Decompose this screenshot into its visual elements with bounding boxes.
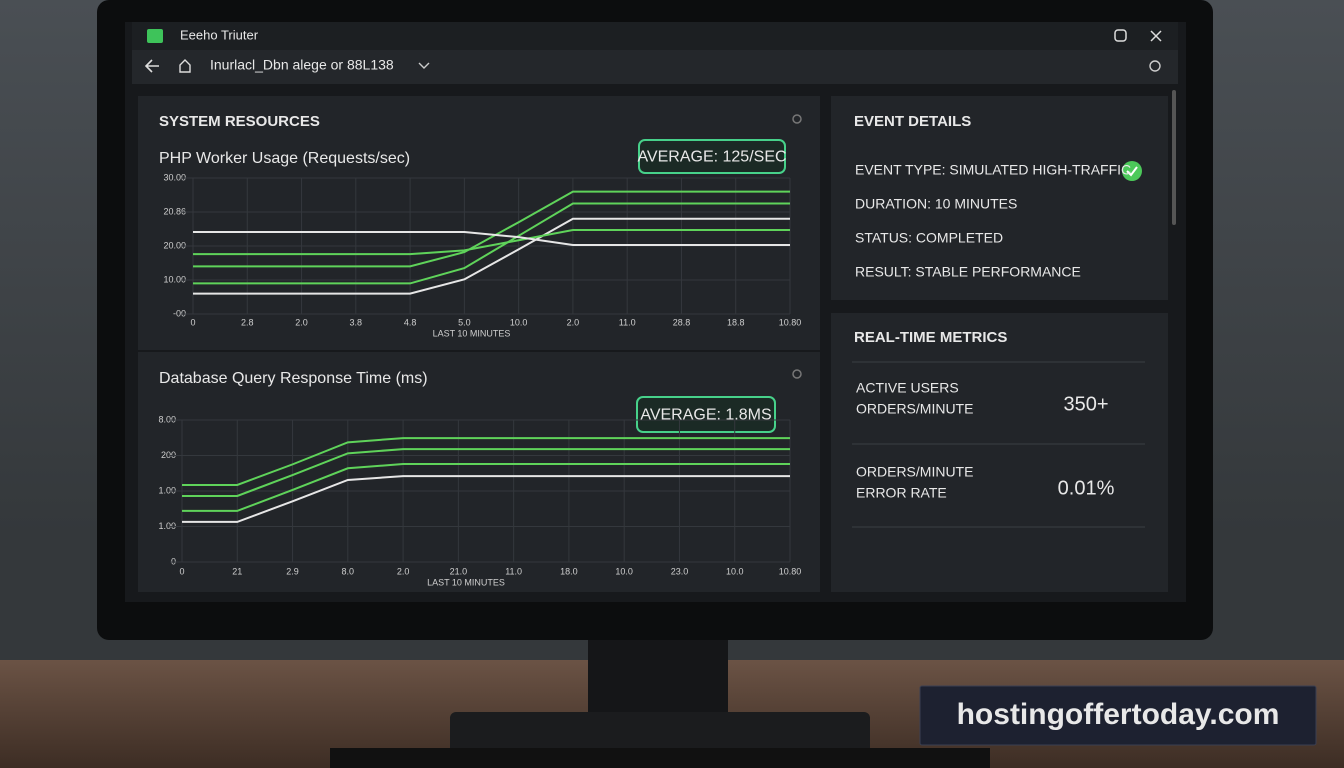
watermark-box (919, 685, 1317, 746)
scrollbar[interactable] (1172, 90, 1176, 225)
x-tick-label: 10.0 (510, 317, 528, 327)
x-tick-label: 5.0 (458, 317, 471, 327)
metric-label: ERROR RATE (856, 485, 947, 501)
series-line (193, 202, 790, 285)
metric-label: ORDERS/MINUTE (856, 401, 973, 417)
average-badge (638, 139, 786, 174)
address-dropdown[interactable] (418, 62, 430, 69)
panel-metrics (831, 313, 1168, 592)
y-tick-label: 200 (161, 450, 176, 460)
x-tick-label: 2.9 (286, 566, 299, 576)
metric-label: ORDERS/MINUTE (856, 464, 973, 480)
watermark: hostingoffertoday.com (957, 698, 1280, 731)
x-tick-label: 23.0 (671, 566, 689, 576)
metric-value: 350+ (1063, 393, 1108, 415)
series-line (193, 231, 790, 246)
back-button[interactable] (144, 59, 159, 73)
y-tick-label: 1.00 (158, 485, 176, 495)
x-tick-label: 21.0 (450, 566, 468, 576)
x-tick-label: 4.8 (404, 317, 417, 327)
series-line (182, 475, 790, 523)
x-tick-label: 10.0 (726, 566, 744, 576)
x-tick-label: 2.0 (397, 566, 410, 576)
x-tick-label: 2.0 (295, 317, 308, 327)
panel-database (138, 352, 820, 592)
home-button[interactable] (179, 59, 191, 73)
panel-title: SYSTEM RESOURCES (159, 113, 320, 130)
x-axis-label: LAST 10 MINUTES (427, 577, 505, 587)
app-icon (147, 29, 163, 43)
close-button[interactable] (1150, 30, 1162, 42)
x-tick-label: 18.8 (727, 317, 745, 327)
address-bar (132, 50, 1178, 84)
y-tick-label: 20.00 (163, 240, 186, 250)
series-line (193, 229, 790, 256)
x-tick-label: 18.0 (560, 566, 578, 576)
x-tick-label: 2.8 (241, 317, 254, 327)
x-tick-label: 0 (190, 317, 195, 327)
x-tick-label: 28.8 (673, 317, 691, 327)
x-tick-label: 11.0 (505, 566, 522, 576)
settings-icon[interactable] (1149, 60, 1161, 72)
x-tick-label: 10.0 (615, 566, 633, 576)
y-tick-label: 30.00 (163, 172, 186, 182)
y-tick-label: 0 (171, 556, 176, 566)
x-tick-label: 11.0 (619, 317, 636, 327)
series-line (193, 217, 790, 295)
x-tick-label: 10.80 (779, 566, 802, 576)
event-item: EVENT TYPE: SIMULATED HIGH-TRAFFIC (855, 162, 1131, 178)
series-line (182, 448, 790, 497)
y-tick-label: 1.00 (158, 521, 176, 531)
x-tick-label: 10.80 (779, 317, 802, 327)
y-tick-label: 10.00 (163, 274, 186, 284)
average-text: AVERAGE: 1.8MS (640, 407, 771, 424)
check-mark (1126, 166, 1138, 177)
x-axis-label: LAST 10 MINUTES (433, 328, 511, 338)
event-item: STATUS: COMPLETED (855, 230, 1003, 246)
address-text[interactable]: Inurlacl_Dbn alege or 88L138 (210, 57, 394, 73)
panel-system-resources (138, 96, 820, 350)
panel-settings[interactable] (792, 369, 802, 379)
y-tick-label: 8.00 (158, 414, 176, 424)
x-tick-label: 8.0 (342, 566, 355, 576)
title-bar (132, 22, 1178, 50)
check-icon (1122, 161, 1142, 181)
metric-label: ACTIVE USERS (856, 380, 959, 396)
average-text: AVERAGE: 125/SEC (637, 149, 786, 166)
x-tick-label: 0 (179, 566, 184, 576)
series-line (182, 437, 790, 486)
y-tick-label: -00 (173, 308, 186, 318)
panel-event-details (831, 96, 1168, 300)
series-line (182, 463, 790, 512)
event-item: RESULT: STABLE PERFORMANCE (855, 264, 1081, 280)
series-line (193, 190, 790, 268)
x-tick-label: 2.0 (567, 317, 580, 327)
average-badge (636, 396, 776, 433)
monitor-stand (588, 630, 728, 720)
y-tick-label: 20.86 (163, 206, 186, 216)
event-item: DURATION: 10 MINUTES (855, 196, 1017, 212)
chart-title: PHP Worker Usage (Requests/sec) (159, 150, 410, 167)
panel-title: EVENT DETAILS (854, 113, 971, 130)
metric-value: 0.01% (1058, 477, 1115, 499)
x-tick-label: 3.8 (350, 317, 363, 327)
panel-title: REAL-TIME METRICS (854, 329, 1007, 346)
x-tick-label: 21 (232, 566, 242, 576)
keyboard (330, 748, 990, 768)
panel-settings[interactable] (792, 114, 802, 124)
maximize-button[interactable] (1114, 29, 1127, 42)
window-title: Eeeho Triuter (180, 27, 259, 42)
chart-title: Database Query Response Time (ms) (159, 370, 428, 387)
